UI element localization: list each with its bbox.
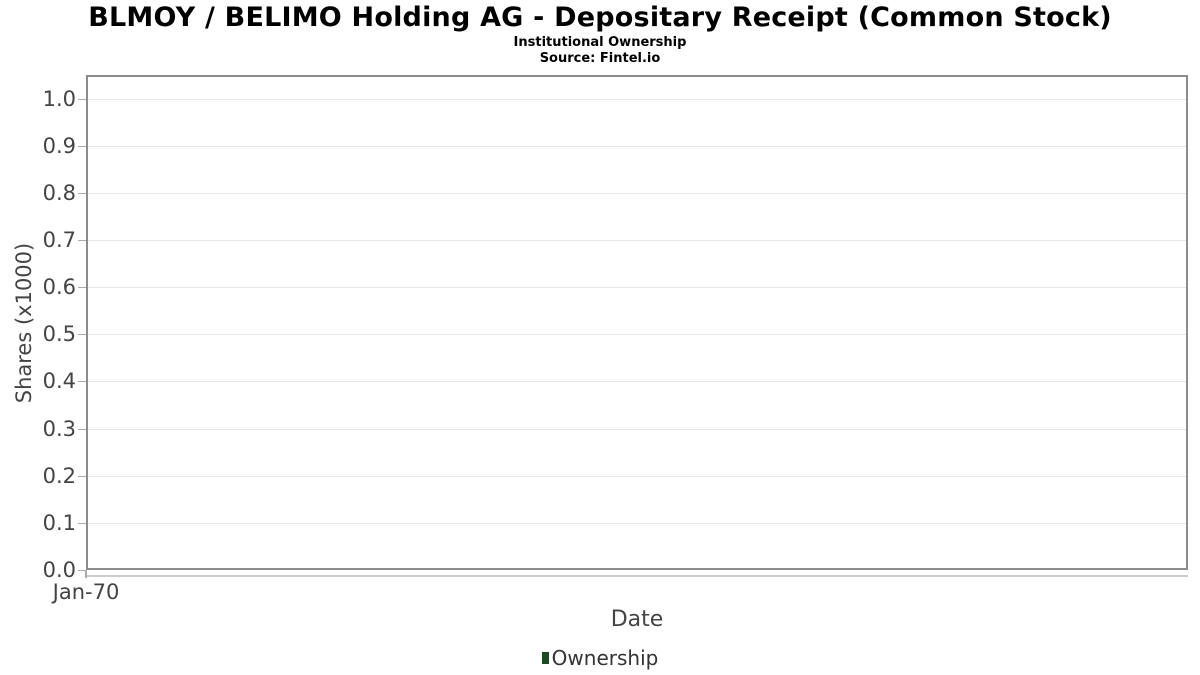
gridline — [88, 334, 1186, 336]
x-tick-mark — [85, 570, 87, 578]
y-tick-label: 0.4 — [42, 369, 76, 394]
chart-source: Source: Fintel.io — [539, 51, 661, 66]
legend-swatch-icon — [541, 652, 549, 664]
y-tick-label: 0.6 — [42, 275, 76, 300]
x-axis-label: Date — [610, 607, 664, 632]
gridline — [88, 381, 1186, 383]
y-tick-mark — [78, 570, 86, 571]
chart-title: BLMOY / BELIMO Holding AG - Depositary R… — [88, 2, 1112, 33]
y-tick-label: 0.3 — [42, 416, 76, 441]
gridline — [88, 475, 1186, 477]
legend: Ownership — [0, 646, 1200, 670]
gridline — [88, 145, 1186, 147]
y-tick-mark — [78, 381, 86, 383]
y-tick-mark — [78, 240, 86, 241]
y-tick-label: 1.0 — [42, 86, 76, 111]
chart-subtitle: Institutional Ownership — [513, 35, 687, 50]
gridline — [88, 192, 1186, 194]
y-tick-label: 0.8 — [42, 180, 76, 205]
y-tick-label: 0.7 — [42, 228, 76, 252]
y-tick-mark — [78, 475, 86, 477]
gridline — [88, 428, 1186, 430]
plot-area — [86, 75, 1188, 570]
y-tick-mark — [78, 145, 86, 147]
y-tick-label: 0.9 — [42, 133, 76, 158]
x-axis-line — [86, 575, 1188, 577]
y-tick-mark — [78, 522, 86, 524]
y-tick-label: 0.2 — [42, 463, 76, 488]
gridline — [88, 240, 1186, 241]
y-tick-mark — [78, 334, 86, 336]
y-tick-mark — [78, 287, 86, 289]
y-tick-label: 0.1 — [42, 510, 76, 535]
gridline — [88, 522, 1186, 524]
legend-label: Ownership — [551, 646, 659, 670]
gridline — [88, 98, 1186, 100]
gridline — [88, 287, 1186, 289]
y-tick-mark — [78, 428, 86, 430]
y-tick-mark — [78, 98, 86, 100]
x-tick-label: Jan-70 — [52, 580, 120, 604]
y-tick-label: 0.5 — [42, 322, 76, 347]
y-tick-label: 0.0 — [42, 558, 76, 582]
y-tick-mark — [78, 192, 86, 194]
